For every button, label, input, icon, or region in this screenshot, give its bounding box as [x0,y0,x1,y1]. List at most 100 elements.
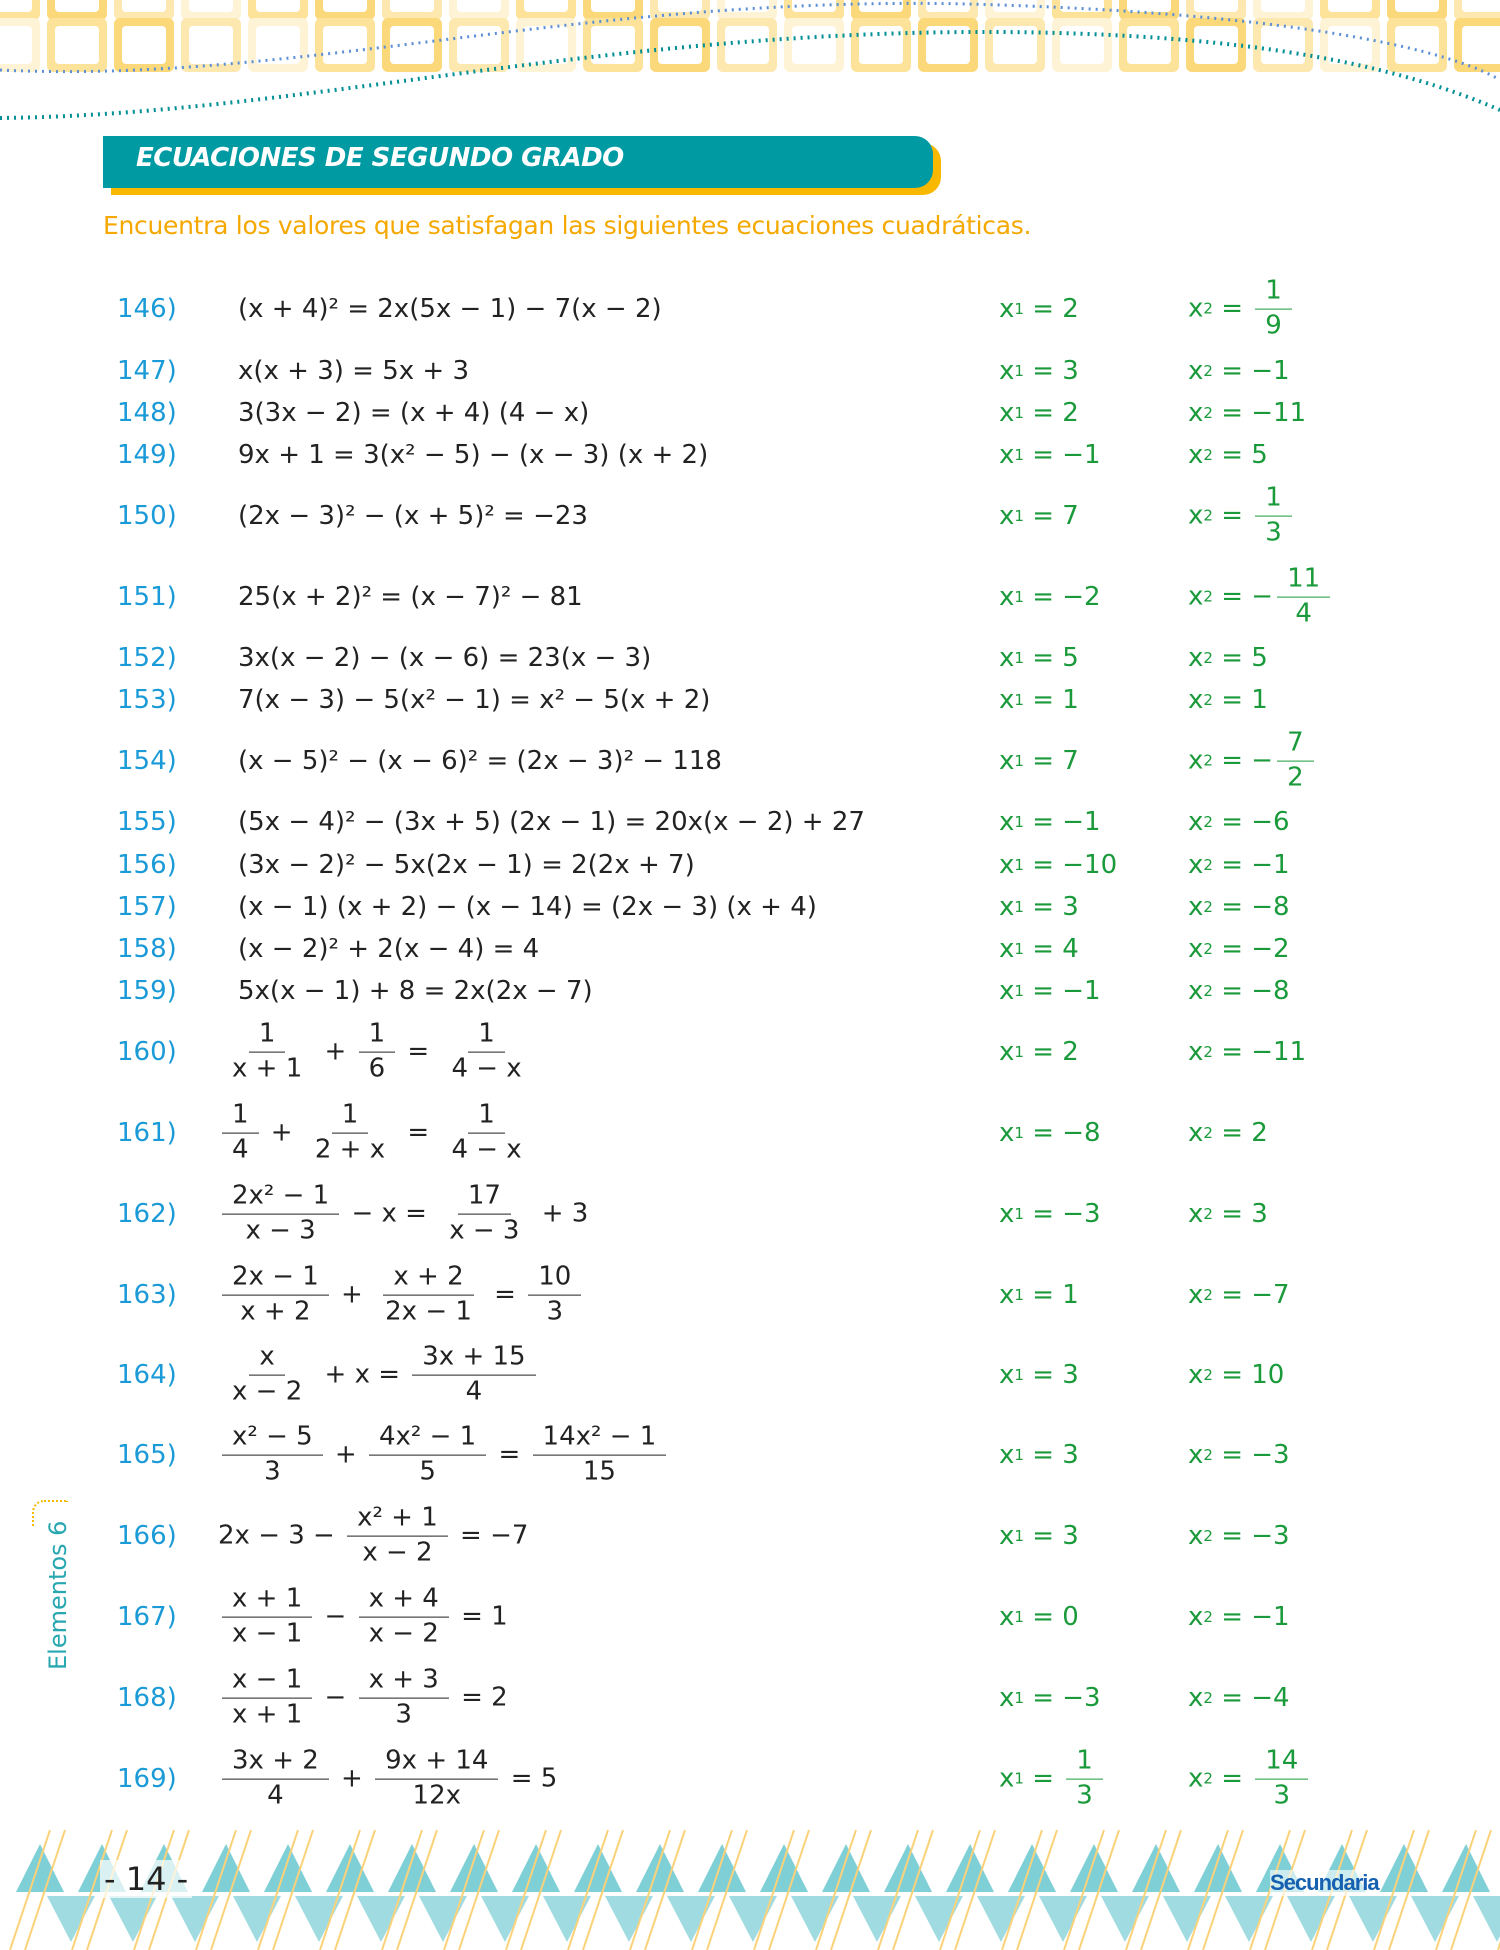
yellow-line [629,1830,686,1950]
equals-sign: = [1023,1360,1063,1390]
variable: x [1188,976,1204,1006]
solution-value: −2 [1251,934,1290,964]
section-title: ECUACIONES DE SEGUNDO GRADO [136,143,624,173]
teal-triangle-down [791,1896,839,1942]
equation: 9x + 1 = 3(x² − 5) − (x − 3) (x + 2) [238,440,708,470]
exercise-number: 148) [117,398,177,428]
numerator: 14x² − 1 [532,1422,667,1456]
numerator: 1 [222,1100,259,1134]
deco-square-inner [993,26,1037,64]
equals-sign: = [1023,685,1063,715]
equation: (x − 1) (x + 2) − (x − 14) = (2x − 3) (x… [238,892,817,922]
deco-square-inner [859,26,903,64]
variable: x [1188,643,1204,673]
variable: x [999,1280,1015,1310]
denominator: 3 [264,1456,281,1487]
denominator: x − 3 [245,1215,316,1246]
equals-sign: = [1212,685,1252,715]
yellow-line [319,1830,376,1950]
variable: x [999,1199,1015,1229]
teal-triangle-down [853,1896,901,1942]
solution-value: 2 [1062,398,1079,428]
teal-triangle-down [1473,1896,1500,1942]
exercise-number: 155) [117,807,177,837]
deco-square-inner [1261,0,1305,12]
teal-triangle-down [295,1896,343,1942]
subscript: 1 [1014,752,1024,770]
numerator: 1 [468,1100,505,1134]
deco-square-inner [725,0,769,12]
deco-square-inner [0,26,32,64]
denominator: 6 [368,1053,386,1084]
variable: x [999,746,1015,776]
teal-triangle-down [1411,1896,1459,1942]
equals-sign: = [1023,1037,1063,1067]
solution-value: 10 [1251,1360,1285,1390]
teal-triangle-down [1349,1896,1397,1942]
deco-square-inner [457,0,501,12]
solution-value: 5 [1251,440,1268,470]
subscript: 2 [1203,813,1213,831]
variable: x [999,685,1015,715]
subscript: 2 [1203,1286,1213,1304]
yellow-line [1063,1830,1120,1950]
teal-triangle-down [1225,1896,1273,1942]
exercise-number: 149) [117,440,177,470]
square-pattern [0,0,1500,72]
teal-triangle-down [729,1896,777,1942]
equation-text: + x = [316,1360,409,1390]
numerator: 14 [1255,1746,1309,1780]
equation-text: (2x − 3)² − (x + 5)² = −23 [238,501,588,531]
teal-triangle-down [605,1896,653,1942]
numerator: 1 [468,1019,505,1053]
deco-square-inner [658,0,702,12]
subscript: 2 [1203,362,1213,380]
variable: x [1188,1280,1204,1310]
equation: 3x(x − 2) − (x − 6) = 23(x − 3) [238,643,651,673]
teal-triangle-down [1039,1896,1087,1942]
variable: x [999,1440,1015,1470]
subscript: 1 [1014,1286,1024,1304]
equals-sign: = [1023,892,1063,922]
deco-square-inner [725,26,769,64]
equation: (3x − 2)² − 5x(2x − 1) = 2(2x + 7) [238,850,695,880]
deco-square-inner [591,26,635,64]
variable: x [999,294,1015,324]
solution-value: −8 [1251,976,1290,1006]
solution-value: −1 [1062,976,1101,1006]
deco-square-inner [1060,0,1104,12]
deco-square-inner [1395,0,1439,12]
equation: 25(x + 2)² = (x − 7)² − 81 [238,582,583,612]
equation-text: (x − 5)² − (x − 6)² = (2x − 3)² − 118 [238,746,722,776]
variable: x [1188,398,1204,428]
deco-square-inner [1060,26,1104,64]
variable: x [999,1764,1015,1794]
equation-text: = [490,1440,529,1470]
variable: x [1188,294,1204,324]
numerator: x [249,1342,285,1376]
equation-text: 25(x + 2)² = (x − 7)² − 81 [238,582,583,612]
equation-text: + 3 [533,1199,589,1229]
deco-square-inner [256,26,300,64]
equation: 5x(x − 1) + 8 = 2x(2x − 7) [238,976,593,1006]
numerator: x² + 1 [347,1503,448,1537]
solution-value: 2 [1062,294,1079,324]
teal-triangle-down [109,1896,157,1942]
equation-text: + [316,1037,355,1067]
